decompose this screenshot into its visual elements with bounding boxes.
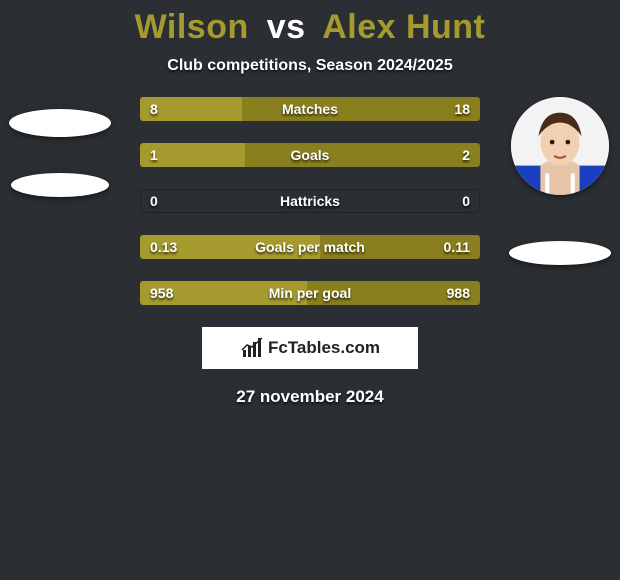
stat-label: Goals	[140, 143, 480, 167]
comparison-infographic: Wilson vs Alex Hunt Club competitions, S…	[0, 0, 620, 580]
stats-bars: 818Matches 12Goals 00Hattricks 0.130.11Goal…	[140, 97, 480, 305]
stat-row: 12Goals	[140, 143, 480, 167]
page-title: Wilson vs Alex Hunt	[0, 0, 620, 47]
brand-text: FcTables.com	[268, 338, 380, 358]
stat-row: 818Matches	[140, 97, 480, 121]
stat-row: 958988Min per goal	[140, 281, 480, 305]
stat-label: Hattricks	[140, 189, 480, 213]
stat-label: Goals per match	[140, 235, 480, 259]
player2-avatar	[511, 97, 609, 195]
stat-label: Matches	[140, 97, 480, 121]
comparison-body: 818Matches 12Goals 00Hattricks 0.130.11Goal…	[0, 97, 620, 305]
player2-face-icon	[511, 97, 609, 195]
player1-club-placeholder	[11, 173, 109, 197]
player2-club-placeholder	[509, 241, 611, 265]
brand-chart-icon	[240, 336, 264, 360]
stat-label: Min per goal	[140, 281, 480, 305]
player2-name: Alex Hunt	[322, 8, 485, 46]
subtitle: Club competitions, Season 2024/2025	[0, 57, 620, 75]
player2-column	[500, 97, 620, 265]
stat-row: 0.130.11Goals per match	[140, 235, 480, 259]
player1-column	[0, 97, 120, 197]
brand-badge: FcTables.com	[202, 327, 418, 369]
player1-avatar-placeholder	[9, 109, 111, 137]
vs-label: vs	[267, 8, 306, 46]
player1-name: Wilson	[135, 8, 249, 46]
date-label: 27 november 2024	[0, 387, 620, 407]
stat-row: 00Hattricks	[140, 189, 480, 213]
